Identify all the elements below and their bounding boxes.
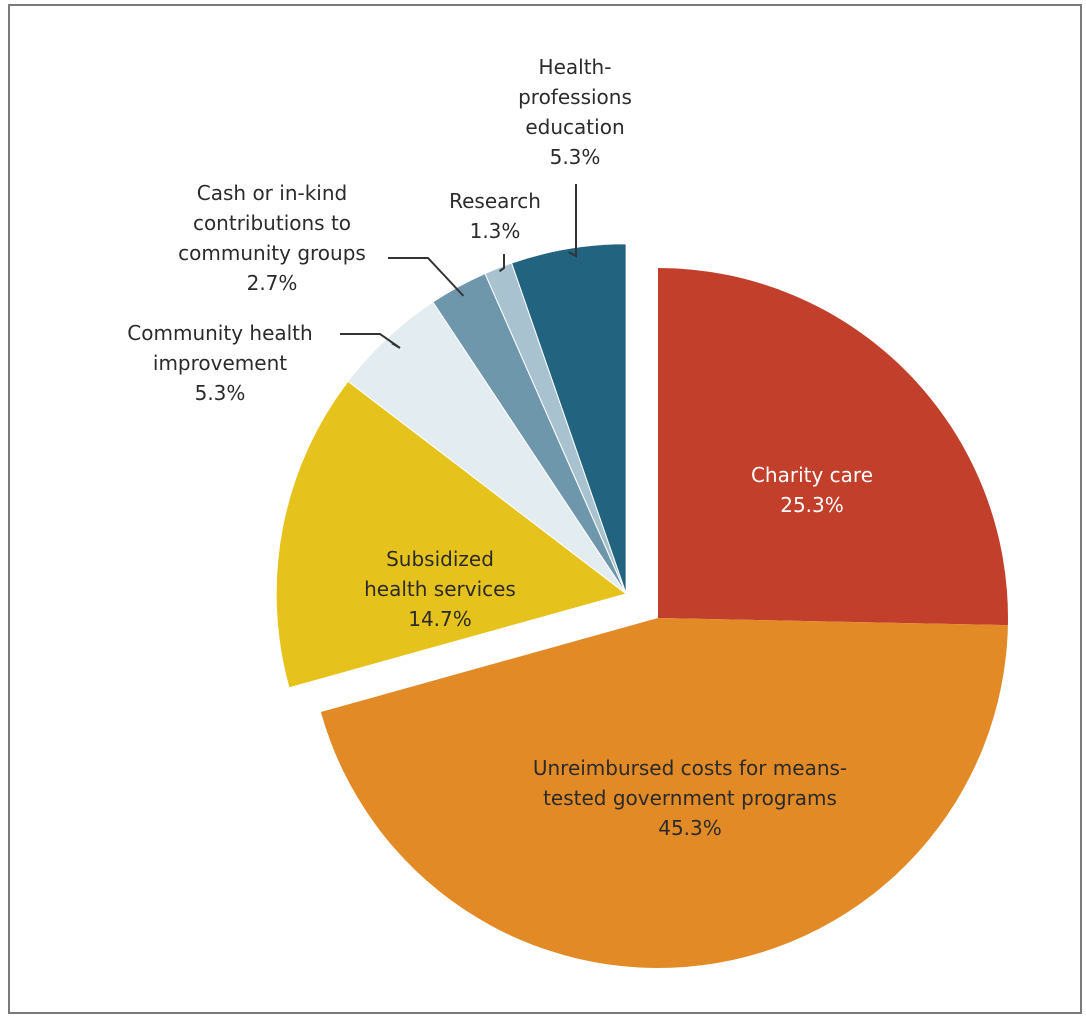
pie-slice-charity — [658, 268, 1008, 626]
leader-line-research — [498, 254, 505, 273]
pie-chart: Charity care 25.3% Unreimbursed costs for … — [127, 55, 1008, 968]
slice-label-subsidized: Subsidized health services 14.7% — [364, 547, 516, 631]
slice-label-community_health: Community health improvement 5.3% — [127, 321, 312, 405]
pie-slice-education — [510, 243, 627, 594]
leader-line-education — [568, 184, 577, 258]
slice-label-cash: Cash or in-kind contributions to community… — [178, 181, 366, 295]
slice-label-unreimbursed: Unreimbursed costs for means-tested gove… — [533, 756, 847, 840]
pie-slice-unreimbursed — [320, 618, 1008, 968]
leader-line-community_health — [340, 333, 401, 349]
leader-line-cash — [388, 257, 465, 297]
pie-slice-subsidized — [275, 380, 628, 689]
slice-label-education: Health-professions education 5.3% — [518, 55, 632, 169]
leader-lines — [340, 184, 577, 349]
slice-label-charity: Charity care 25.3% — [751, 463, 873, 517]
slice-labels: Charity care 25.3% Unreimbursed costs for … — [127, 55, 873, 840]
slice-label-research: Research 1.3% — [449, 189, 541, 243]
chart-frame: Charity care 25.3% Unreimbursed costs for … — [8, 4, 1082, 1014]
pie-slices — [275, 243, 1008, 968]
